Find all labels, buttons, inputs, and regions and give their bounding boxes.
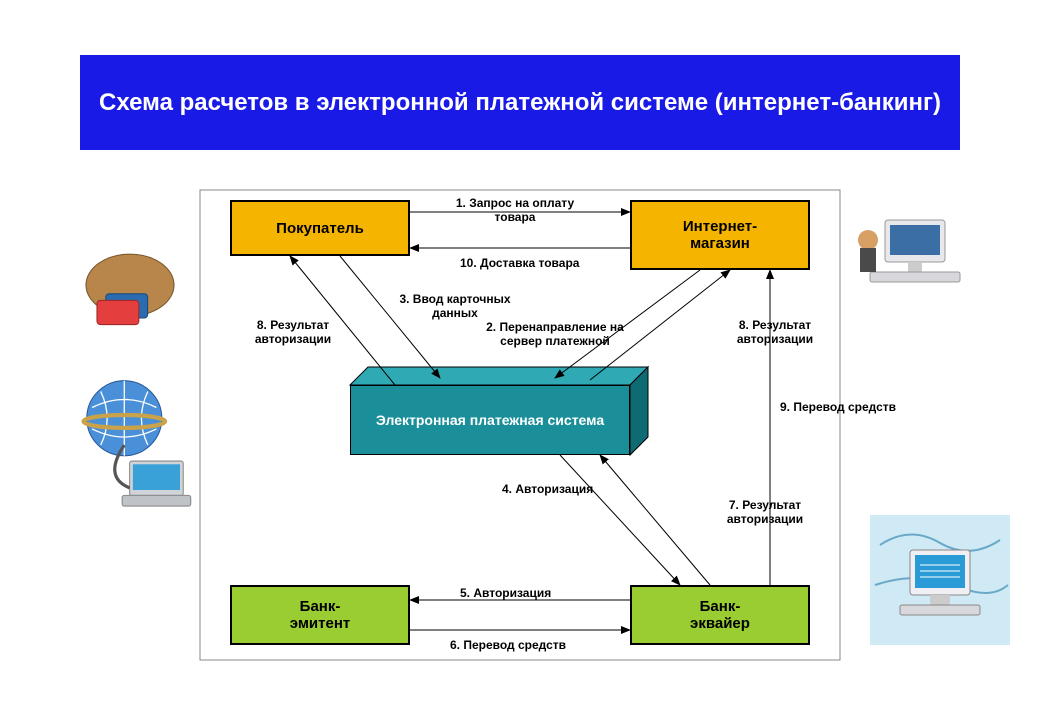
slide-title-text: Схема расчетов в электронной платежной с…: [99, 87, 941, 118]
edge-label: 8. Результат авторизации: [700, 318, 850, 347]
diagram-canvas: Схема расчетов в электронной платежной с…: [0, 0, 1040, 720]
node-shop-label: Интернет-магазин: [683, 218, 757, 252]
desk-computer-icon: [850, 210, 980, 310]
edge-label: 1. Запрос на оплату товара: [440, 196, 590, 225]
edge-label: 7. Результат авторизации: [690, 498, 840, 527]
edge-label: 8. Результат авторизации: [218, 318, 368, 347]
edge-label: 6. Перевод средств: [450, 638, 566, 652]
edge-label: 2. Перенаправление на сервер платежной: [480, 320, 630, 349]
slide-title: Схема расчетов в электронной платежной с…: [80, 55, 960, 150]
node-buyer: Покупатель: [230, 200, 410, 256]
node-issuer-label: Банк-эмитент: [290, 598, 351, 632]
edge-label: 5. Авторизация: [460, 586, 551, 600]
edge-label: 9. Перевод средств: [780, 400, 896, 414]
node-buyer-label: Покупатель: [276, 220, 364, 237]
edge-label: 10. Доставка товара: [460, 256, 579, 270]
world-computer-icon: [870, 515, 1010, 645]
edge-label: 4. Авторизация: [502, 482, 593, 496]
globe-laptop-icon: [70, 370, 200, 520]
node-eps: Электронная платежная система: [350, 367, 648, 455]
node-acquirer: Банк-эквайер: [630, 585, 810, 645]
wallet-cards-icon: [75, 240, 185, 330]
node-shop: Интернет-магазин: [630, 200, 810, 270]
edge-label: 3. Ввод карточных данных: [380, 292, 530, 321]
node-issuer: Банк-эмитент: [230, 585, 410, 645]
node-eps-label: Электронная платежная система: [376, 412, 604, 428]
node-acquirer-label: Банк-эквайер: [690, 598, 750, 632]
